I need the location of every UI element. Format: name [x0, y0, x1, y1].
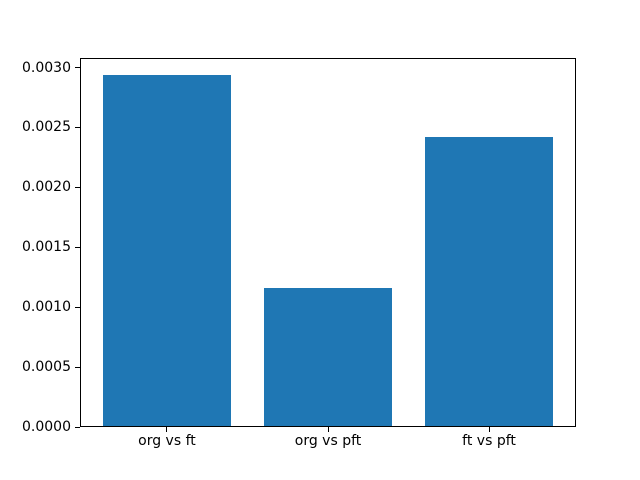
ytick-label: 0.0000 — [22, 419, 71, 435]
ytick-mark — [75, 126, 80, 128]
bar-org-vs-ft — [102, 74, 232, 427]
xtick-mark — [166, 427, 168, 432]
xtick-label: org vs ft — [138, 433, 196, 449]
xtick-label: ft vs pft — [462, 433, 516, 449]
xtick-mark — [327, 427, 329, 432]
ytick-label: 0.0015 — [22, 239, 71, 256]
ytick-mark — [75, 426, 80, 428]
ytick-label: 0.0005 — [22, 359, 71, 376]
bar-org-vs-pft — [263, 288, 393, 427]
ytick-mark — [75, 366, 80, 368]
xtick-label: org vs pft — [294, 433, 362, 449]
ytick-label: 0.0030 — [22, 59, 71, 76]
xtick-mark — [488, 427, 490, 432]
ytick-mark — [75, 186, 80, 188]
bar-ft-vs-pft — [424, 137, 554, 427]
ytick-mark — [75, 306, 80, 308]
ytick-mark — [75, 67, 80, 69]
ytick-label: 0.0010 — [22, 299, 71, 316]
ytick-label: 0.0020 — [22, 179, 71, 196]
ytick-mark — [75, 246, 80, 248]
ytick-label: 0.0025 — [22, 119, 71, 136]
plot-area — [80, 58, 576, 427]
